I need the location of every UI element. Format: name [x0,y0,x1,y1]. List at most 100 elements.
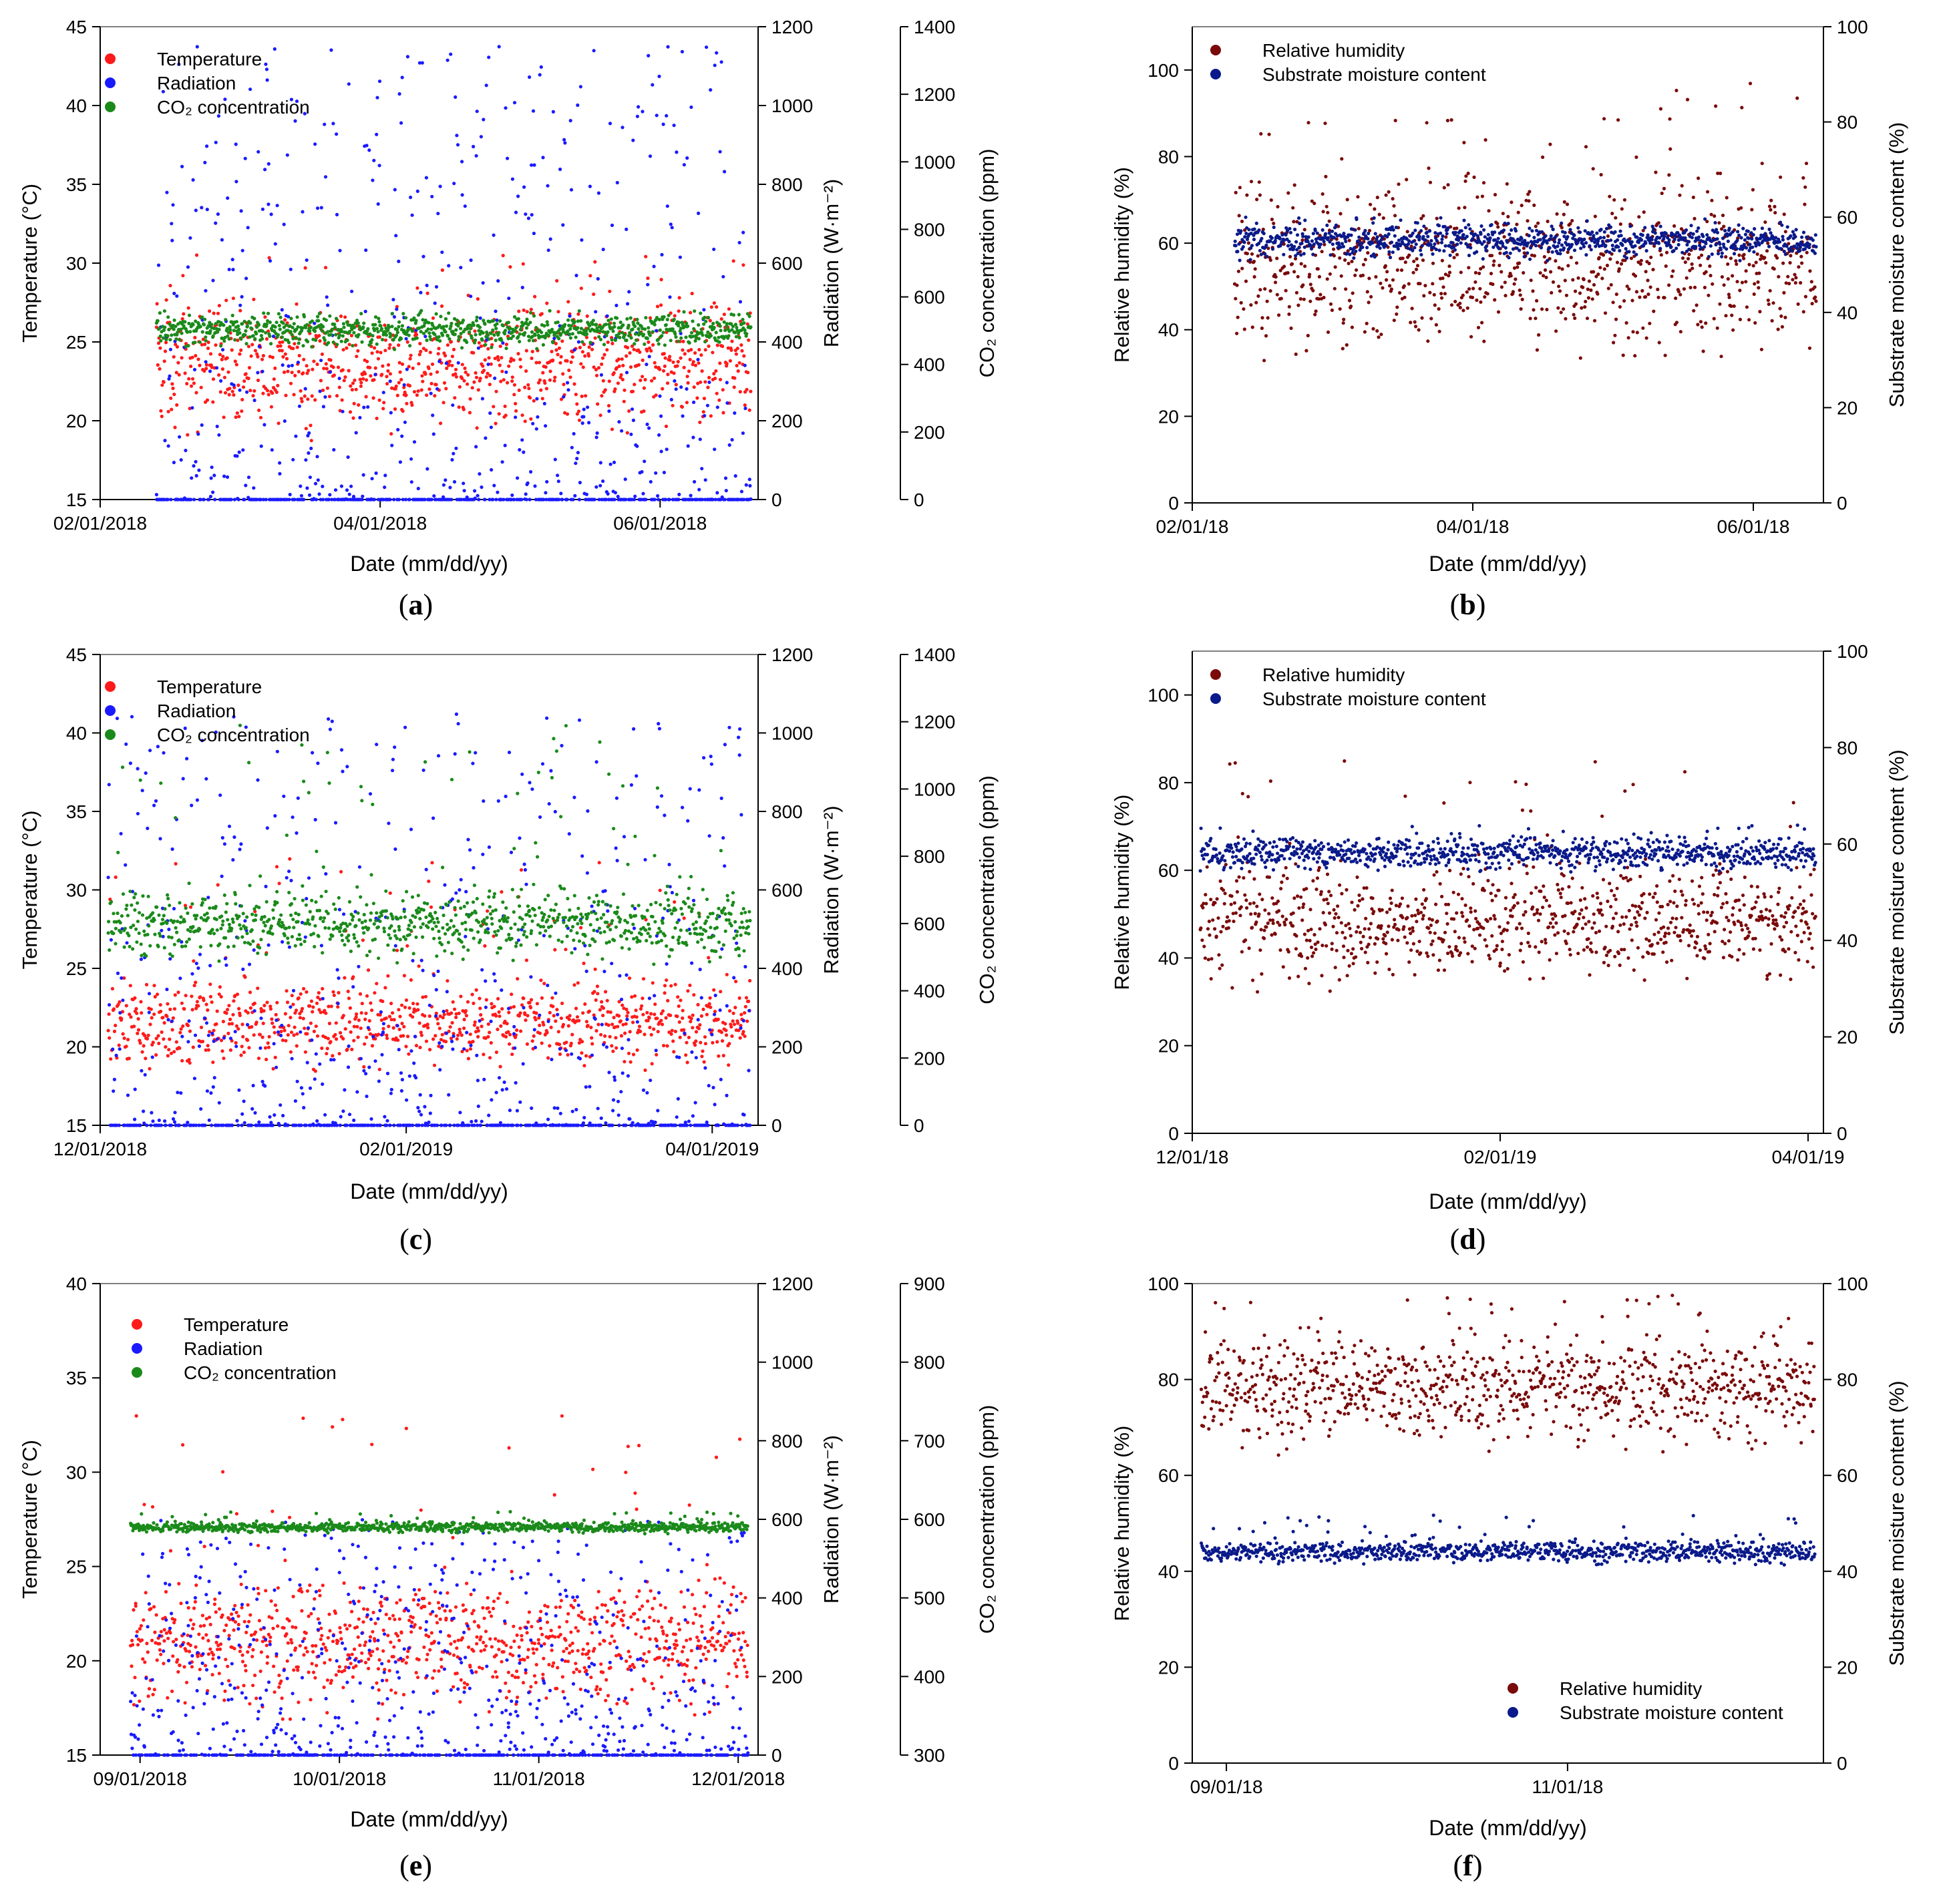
data-point [686,444,690,448]
data-point [519,365,523,369]
data-point [1560,243,1564,247]
data-point [1620,243,1624,247]
data-point [1582,244,1586,248]
data-point [1725,196,1729,200]
data-point [1813,295,1817,299]
data-point [1295,233,1300,237]
data-point [747,478,751,482]
data-point [1509,274,1513,278]
data-point [1528,190,1532,194]
data-point [1463,226,1467,230]
data-point [542,401,546,406]
data-point [1684,228,1689,232]
data-point [164,337,168,341]
y-tick-label: 1000 [914,779,955,799]
data-point [216,114,220,118]
data-point [1767,227,1771,231]
data-point [334,333,338,337]
data-point [1484,248,1488,252]
data-point [1731,328,1735,332]
data-point [685,401,689,405]
data-point [538,73,542,77]
data-point [1768,289,1772,293]
data-point [184,448,188,453]
data-point [1739,206,1743,210]
data-point [232,999,236,1003]
data-point [315,362,319,367]
data-point [327,498,331,502]
data-point [1746,229,1750,233]
data-point [164,1045,168,1049]
data-point [1393,118,1397,123]
data-point [530,349,534,354]
data-point [171,386,175,391]
data-point [421,254,425,258]
data-point [1783,252,1787,256]
data-point [528,311,533,315]
data-point [114,875,118,880]
data-point [1466,172,1470,176]
data-point [1338,256,1342,260]
data-point [1357,235,1361,239]
data-point [1537,333,1541,337]
data-point [204,360,208,364]
data-point [673,332,677,336]
data-point [333,1032,337,1036]
data-point [190,994,194,998]
data-point [427,387,431,391]
data-point [109,1057,113,1061]
data-point [600,356,605,360]
data-point [129,1015,133,1019]
data-point [1781,238,1785,242]
data-point [714,331,718,335]
data-point [278,327,282,331]
data-point [502,498,506,502]
data-point [442,325,446,329]
data-point [188,1029,192,1033]
data-point [674,335,678,339]
y-tick-label: 800 [771,174,803,195]
data-point [1277,313,1281,317]
data-point [520,438,524,442]
data-point [628,351,632,355]
data-point [160,414,164,419]
data-point [176,498,180,502]
data-point [1674,234,1678,238]
data-point [718,324,722,328]
data-point [232,498,236,502]
data-point [478,377,482,381]
data-point [501,254,505,258]
data-point [392,315,397,319]
data-point [1592,234,1596,238]
data-point [1371,241,1375,245]
data-point [1440,258,1444,262]
data-point [227,267,231,272]
data-point [286,1033,290,1037]
y-tick-label: 600 [914,287,945,308]
data-point [1302,245,1306,249]
data-point [1752,250,1756,254]
data-point [221,355,225,359]
data-point [163,439,167,443]
data-point [530,356,534,361]
data-point [1447,264,1451,268]
data-point [703,413,707,418]
data-point [556,353,560,357]
y-tick-label: 40 [66,723,87,744]
data-point [1642,210,1646,214]
data-point [180,317,184,321]
data-point [1649,255,1653,259]
data-point [568,336,573,340]
data-point [133,996,137,1000]
data-point [266,311,271,315]
data-point [306,397,310,401]
data-point [1681,256,1685,260]
data-point [1691,232,1695,236]
data-point [493,357,497,361]
data-point [1608,194,1612,198]
data-point [1371,221,1375,225]
data-point [200,343,204,347]
data-point [1300,238,1304,242]
data-point [664,323,668,327]
data-point [433,301,437,305]
